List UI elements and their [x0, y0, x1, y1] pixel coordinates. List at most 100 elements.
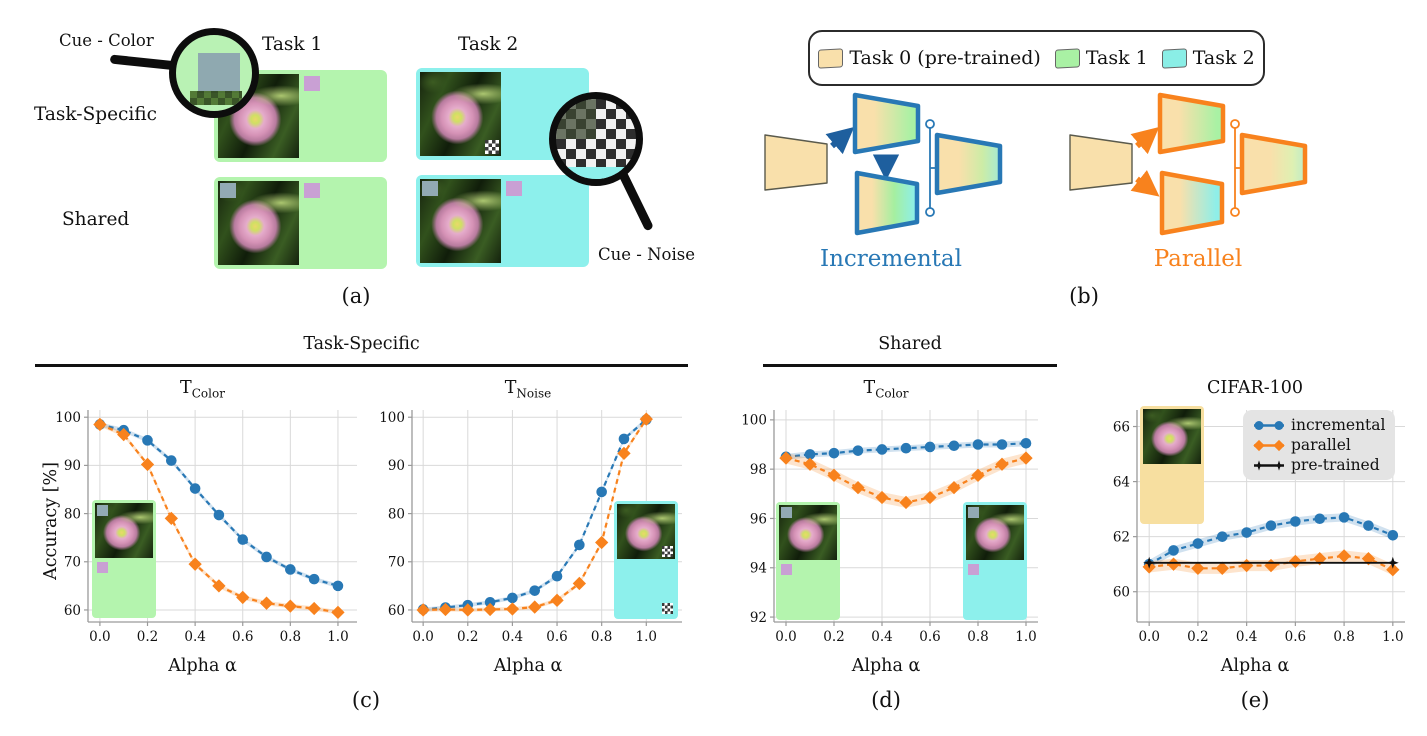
- flower-image: [218, 181, 299, 265]
- svg-text:60: 60: [388, 603, 405, 619]
- svg-text:0.8: 0.8: [967, 629, 988, 645]
- chart-legend: incremental parallel pre-trained: [1243, 410, 1396, 480]
- x-axis-label: Alpha α: [168, 656, 237, 676]
- caption-b: (b): [1069, 284, 1099, 308]
- chart-block-cifar100: CIFAR-100 0.0 0.2 0.4 0.6 0.8 1.0 60 62 64 66 Alp…: [1095, 378, 1415, 680]
- svg-text:70: 70: [64, 555, 81, 571]
- snail-image: [617, 561, 675, 616]
- chart-title: CIFAR-100: [1206, 378, 1304, 398]
- svg-text:0.8: 0.8: [1333, 629, 1354, 645]
- flower-image: [420, 179, 501, 263]
- legend-item-task0: Task 0 (pre-trained): [818, 47, 1041, 69]
- svg-text:0.4: 0.4: [502, 629, 523, 645]
- task1-column-header: Task 1: [262, 34, 323, 55]
- svg-text:96: 96: [750, 511, 767, 527]
- svg-text:0.4: 0.4: [871, 629, 892, 645]
- color-cue-purple: [304, 76, 320, 91]
- header-task-specific: Task-Specific: [303, 334, 420, 354]
- card-task-specific-task1: [214, 70, 387, 162]
- snail-image: [302, 74, 383, 158]
- color-cue-purple: [781, 564, 792, 575]
- svg-text:94: 94: [750, 561, 767, 577]
- svg-text:98: 98: [750, 462, 767, 478]
- parallel-label: Parallel: [1153, 246, 1243, 272]
- svg-text:100: 100: [741, 413, 767, 429]
- merge-node: [925, 119, 935, 129]
- svg-text:0.2: 0.2: [457, 629, 478, 645]
- legend-item-task1: Task 1: [1054, 47, 1148, 69]
- chart-block-ts-noise: TNoise 0.0 0.2 0.4 0.6 0.8 1.0 60 70 80 90 100 Alp…: [368, 378, 688, 680]
- svg-text:100: 100: [379, 410, 405, 426]
- svg-text:70: 70: [388, 555, 405, 571]
- inset-shared-left: [776, 502, 840, 620]
- svg-text:1.0: 1.0: [636, 629, 657, 645]
- snail-image: [779, 562, 837, 617]
- inset-cifar100: [1140, 406, 1204, 524]
- svg-text:90: 90: [64, 458, 81, 474]
- task0-swatch: [818, 47, 844, 69]
- merge-node: [1230, 207, 1240, 217]
- magnified-image-pixels: [556, 99, 596, 139]
- snail-image: [302, 181, 383, 265]
- incremental-merged-trapezoid: [934, 132, 1003, 196]
- cue-color-label: Cue - Color: [59, 31, 154, 50]
- legend-item-pre-trained: pre-trained: [1251, 456, 1385, 474]
- magnified-card-border: [556, 167, 636, 179]
- incremental-pretrained-trapezoid: [764, 134, 828, 191]
- caption-a: (a): [341, 284, 371, 308]
- parallel-merged-trapezoid: [1239, 132, 1308, 196]
- svg-text:100: 100: [55, 410, 81, 426]
- header-rule: [763, 364, 1057, 367]
- x-axis-label: Alpha α: [851, 656, 921, 676]
- noise-cue-patch: [662, 603, 673, 614]
- card-shared-task2: [416, 175, 589, 267]
- snail-image: [504, 179, 585, 263]
- panel-b-legend: Task 0 (pre-trained) Task 1 Task 2: [808, 30, 1265, 86]
- legend-label: Task 0 (pre-trained): [849, 47, 1041, 69]
- color-cue-gray: [97, 505, 108, 516]
- color-cue-purple: [506, 181, 522, 196]
- svg-text:1.0: 1.0: [1015, 629, 1036, 645]
- magnifier-handle: [109, 54, 179, 71]
- svg-text:92: 92: [750, 610, 767, 626]
- caption-d: (d): [871, 688, 901, 712]
- legend-label: pre-trained: [1291, 456, 1380, 474]
- parallel-task2-trapezoid: [1159, 170, 1225, 236]
- svg-text:0.0: 0.0: [412, 629, 433, 645]
- svg-text:0.6: 0.6: [919, 629, 940, 645]
- task1-swatch: [1054, 47, 1080, 69]
- noise-cue-patch: [662, 546, 673, 557]
- incremental-arrow-1: [825, 126, 855, 155]
- parallel-pretrained-trapezoid: [1069, 134, 1133, 191]
- row-header-task-specific: Task-Specific: [34, 104, 158, 125]
- svg-text:60: 60: [64, 603, 81, 619]
- svg-text:62: 62: [1113, 529, 1130, 545]
- chart-title: TNoise: [504, 378, 552, 401]
- x-axis-label: Alpha α: [1220, 656, 1290, 676]
- legend-label: incremental: [1291, 416, 1386, 434]
- parallel-arrow-2: [1130, 169, 1160, 197]
- svg-text:60: 60: [1113, 585, 1130, 601]
- flower-image: [779, 505, 837, 560]
- legend-item-parallel: parallel: [1251, 436, 1385, 454]
- chart-title: TColor: [863, 378, 909, 401]
- magnified-image-pixels: [190, 91, 242, 105]
- snail-image: [95, 560, 153, 615]
- inset-shared-right: [963, 502, 1027, 620]
- svg-text:0.2: 0.2: [1187, 629, 1208, 645]
- snail-image: [966, 562, 1024, 617]
- flower-image: [1143, 409, 1201, 464]
- svg-text:0.8: 0.8: [591, 629, 612, 645]
- color-cue-purple: [968, 564, 979, 575]
- task2-column-header: Task 2: [458, 34, 519, 55]
- inset-ts-color: [92, 500, 156, 618]
- merge-node: [1230, 119, 1240, 129]
- legend-label: Task 2: [1192, 47, 1255, 69]
- merge-node: [925, 207, 935, 217]
- incremental-task2-trapezoid: [854, 170, 920, 236]
- chart-ts-color: 0.0 0.2 0.4 0.6 0.8 1.0 60 70 80 90 100: [55, 410, 357, 645]
- snail-image: [1143, 466, 1201, 521]
- row-header-shared: Shared: [62, 209, 130, 230]
- noise-cue-magnifier: [549, 92, 643, 186]
- color-cue-magnifier: [169, 28, 259, 118]
